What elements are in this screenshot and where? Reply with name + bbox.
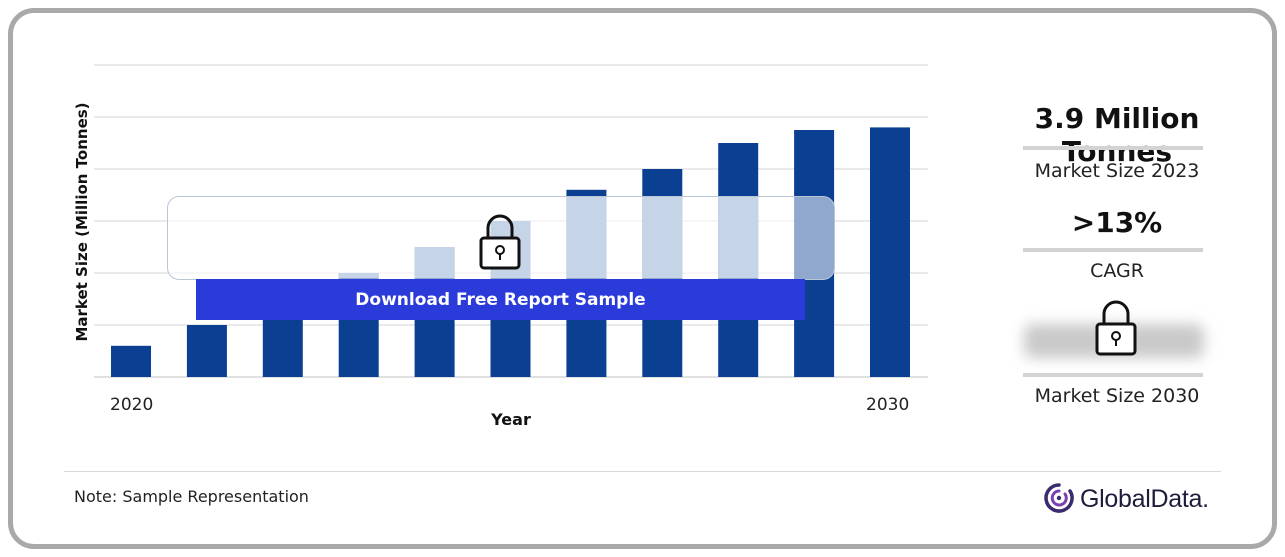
bar-2030 [870,127,910,378]
footer-divider [64,471,1221,472]
x-tick-last: 2030 [866,395,910,415]
x-tick-first: 2020 [110,395,154,415]
footnote: Note: Sample Representation [74,487,309,506]
stat-divider [1023,248,1203,252]
market-size-label: Market Size 2023 [1034,160,1200,182]
x-axis-label: Year [491,410,531,429]
cagr-label: CAGR [1090,260,1144,282]
globaldata-logo: GlobalData. [1044,482,1209,516]
lock-icon [479,214,521,270]
download-sample-button[interactable]: Download Free Report Sample [196,279,805,320]
stat-divider [1023,146,1203,150]
cagr-value: >13% [1071,206,1163,239]
stat-divider [1023,373,1203,377]
brand-name: GlobalData. [1080,484,1209,513]
bar-2021 [186,325,227,377]
market-size-value: 3.9 Million Tonnes [1034,102,1200,168]
market-size-2030-label: Market Size 2030 [1034,385,1200,407]
globaldata-logo-icon [1044,483,1074,513]
bar-2020 [111,345,151,377]
lock-icon [1095,300,1137,356]
y-axis-label: Market Size (Million Tonnes) [73,102,91,342]
